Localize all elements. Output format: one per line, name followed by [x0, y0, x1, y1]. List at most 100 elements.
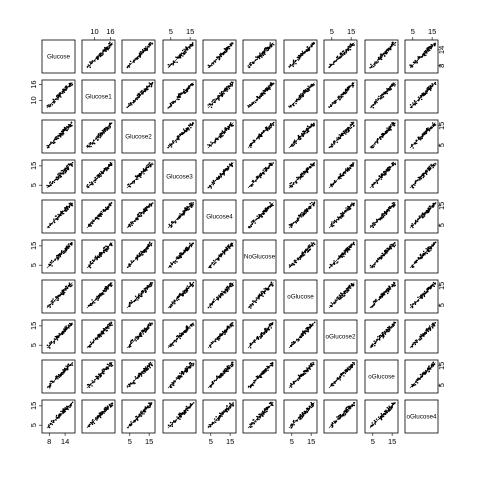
data-point: [150, 244, 153, 247]
data-point: [379, 217, 381, 220]
data-point: [334, 181, 336, 184]
data-point: [220, 134, 222, 136]
data-point: [210, 145, 212, 147]
data-point: [251, 102, 253, 104]
data-point: [331, 265, 333, 267]
data-point: [312, 245, 314, 247]
data-point: [372, 106, 375, 109]
data-point: [429, 205, 431, 207]
data-point: [65, 248, 68, 250]
data-point: [173, 61, 175, 64]
data-point: [336, 56, 339, 58]
data-point: [89, 302, 92, 305]
data-point: [384, 290, 386, 293]
data-point: [231, 85, 233, 87]
data-point: [192, 324, 195, 326]
data-point: [310, 166, 312, 169]
data-point: [224, 169, 226, 172]
data-point: [102, 172, 105, 175]
panel-glucose-vs-glucose1: [81, 39, 116, 74]
data-point: [431, 83, 433, 85]
data-point: [301, 54, 304, 56]
data-point: [332, 63, 335, 66]
data-point: [337, 261, 339, 263]
data-point: [57, 259, 59, 261]
data-point: [381, 53, 383, 56]
panel-frame: [404, 119, 439, 154]
data-point: [344, 253, 346, 255]
panel-glucose3-vs-noglucose1: [283, 159, 318, 194]
data-point: [149, 164, 151, 166]
data-point: [150, 165, 152, 168]
data-point: [412, 147, 414, 149]
data-point: [331, 225, 334, 227]
data-point: [143, 290, 145, 293]
data-point: [107, 248, 109, 251]
data-point: [386, 51, 388, 54]
data-point: [421, 174, 423, 176]
data-point: [91, 60, 94, 62]
data-point: [131, 338, 134, 341]
panel-frame: [323, 39, 358, 74]
data-point: [185, 127, 187, 130]
data-point: [136, 58, 138, 61]
data-point: [172, 344, 174, 347]
data-point: [431, 244, 433, 246]
data-point: [66, 164, 68, 167]
data-point: [51, 141, 54, 144]
data-point: [96, 177, 98, 180]
data-point: [214, 338, 217, 340]
data-point: [210, 346, 212, 348]
data-point: [374, 141, 377, 143]
data-point: [168, 65, 171, 68]
data-point: [61, 90, 63, 93]
data-point: [183, 50, 186, 52]
panel-frame: [202, 159, 237, 194]
data-point: [172, 139, 174, 142]
data-point: [418, 257, 421, 260]
data-point: [49, 223, 51, 225]
panel-noglucose-vs-glucose1: [81, 239, 116, 274]
data-point: [293, 63, 295, 65]
data-point: [188, 246, 190, 249]
data-point: [172, 302, 174, 305]
data-point: [308, 127, 310, 129]
data-point: [261, 92, 263, 94]
data-point: [271, 204, 273, 206]
data-point: [256, 177, 259, 179]
data-point: [143, 172, 145, 175]
data-point: [261, 132, 263, 134]
data-point: [370, 306, 372, 308]
data-point: [131, 261, 133, 264]
data-point: [217, 178, 219, 180]
data-point: [142, 208, 145, 211]
data-point: [103, 129, 105, 131]
data-point: [344, 171, 346, 173]
panel-noglucose-vs-glucose2: [121, 239, 156, 274]
data-point: [225, 167, 228, 170]
data-point: [255, 180, 257, 182]
data-point: [389, 287, 391, 289]
data-point: [59, 213, 62, 215]
data-point: [420, 96, 422, 98]
data-point: [296, 176, 298, 179]
data-point: [301, 211, 303, 214]
data-point: [186, 206, 189, 208]
data-point: [217, 138, 219, 141]
data-point: [135, 57, 138, 59]
data-point: [130, 221, 132, 224]
data-point: [292, 182, 295, 184]
data-point: [151, 202, 154, 204]
data-point: [210, 185, 212, 188]
data-point: [109, 125, 111, 128]
data-point: [427, 46, 430, 49]
data-point: [104, 167, 107, 169]
data-point: [192, 281, 195, 284]
data-point: [345, 207, 347, 209]
data-point: [88, 181, 91, 184]
data-point: [96, 336, 99, 338]
data-point: [256, 217, 259, 220]
data-point: [109, 41, 111, 44]
data-point: [292, 144, 295, 147]
data-point: [371, 146, 373, 149]
